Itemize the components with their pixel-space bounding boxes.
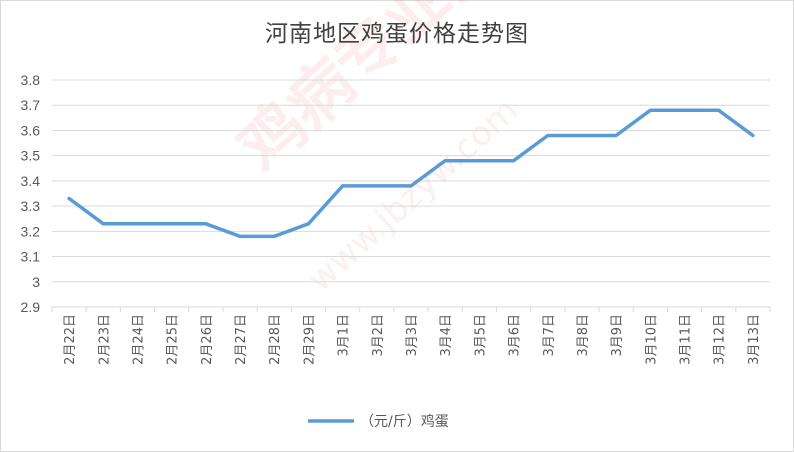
gridlines <box>52 79 770 308</box>
x-tick-label: 2月29日 <box>302 314 317 365</box>
x-tick-label: 2月23日 <box>97 314 112 365</box>
y-axis-ticks: 2.9 3 3.1 3.2 3.3 3.4 3.5 3.6 3.7 3.8 <box>21 72 41 315</box>
y-tick-label: 3.2 <box>21 223 41 239</box>
y-tick-label: 3.5 <box>21 148 41 164</box>
x-tick-label: 3月6日 <box>508 314 523 357</box>
x-tick-label: 3月3日 <box>405 314 420 357</box>
x-tick-label: 3月7日 <box>542 314 557 357</box>
y-tick-label: 2.9 <box>21 299 41 315</box>
y-tick-label: 3.8 <box>21 72 41 88</box>
x-tick-label: 3月4日 <box>439 314 454 357</box>
x-tick-label: 2月24日 <box>131 314 146 365</box>
x-tick-label: 2月22日 <box>63 314 78 365</box>
legend-label: （元/斤）鸡蛋 <box>360 413 449 430</box>
y-tick-label: 3 <box>32 274 40 290</box>
series-line <box>67 108 755 239</box>
x-tick-label: 3月10日 <box>644 314 659 365</box>
chart-title: 河南地区鸡蛋价格走势图 <box>265 21 529 47</box>
x-tick-label: 3月1日 <box>337 314 352 357</box>
y-tick-label: 3.4 <box>21 173 41 189</box>
x-axis-ticks: 2月22日 2月23日 2月24日 2月25日 2月26日 2月27日 2月28日 2月29日… <box>63 314 762 365</box>
y-tick-label: 3.6 <box>21 122 41 138</box>
x-tick-label: 2月26日 <box>200 314 215 365</box>
legend: （元/斤）鸡蛋 <box>308 413 449 430</box>
y-tick-label: 3.7 <box>21 97 41 113</box>
x-tick-label: 2月27日 <box>234 314 249 365</box>
x-tick-label: 3月9日 <box>610 314 625 357</box>
x-tick-label: 3月8日 <box>576 314 591 357</box>
x-tick-label: 3月11日 <box>679 314 694 365</box>
x-tick-label: 2月28日 <box>268 314 283 365</box>
x-axis <box>51 306 771 312</box>
y-tick-label: 3.3 <box>21 198 41 214</box>
series-group <box>67 108 755 239</box>
x-tick-label: 3月5日 <box>473 314 488 357</box>
x-tick-label: 3月12日 <box>713 314 728 365</box>
x-tick-label: 2月25日 <box>166 314 181 365</box>
x-tick-label: 3月13日 <box>747 314 762 365</box>
x-tick-label: 3月2日 <box>371 314 386 357</box>
y-tick-label: 3.1 <box>21 249 41 265</box>
